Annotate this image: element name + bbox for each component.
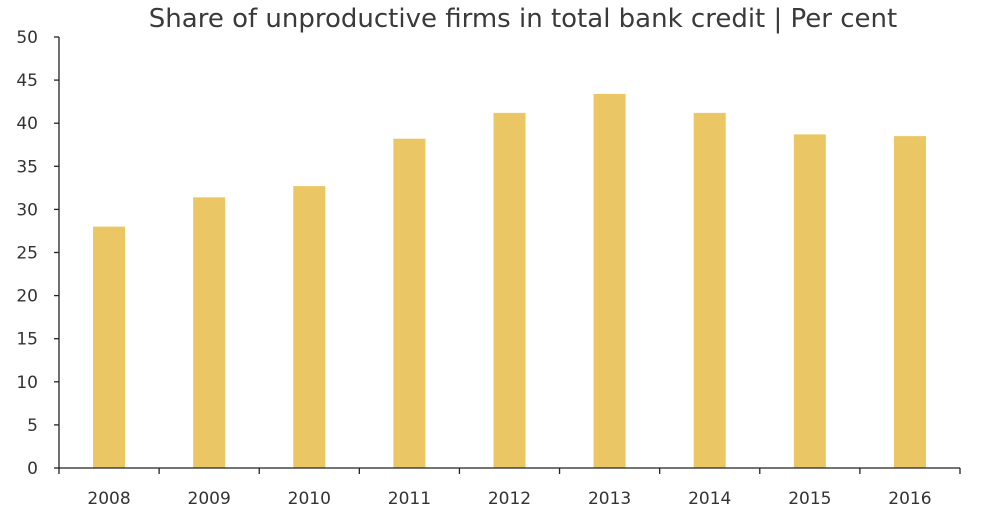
x-tick-label: 2011 [388, 489, 431, 509]
x-axis-ticks: 2008 2009 2010 2011 2012 2013 2014 2015 2016 [58, 468, 961, 509]
x-tick-label: 2008 [87, 489, 130, 509]
y-tick-label: 25 [16, 244, 38, 264]
x-tick-label: 2014 [688, 489, 731, 509]
y-tick-label: 40 [16, 114, 38, 134]
bar-2016 [893, 136, 926, 468]
x-tick-label: 2012 [488, 489, 531, 509]
y-tick-label: 35 [16, 157, 38, 177]
bar-2013 [593, 93, 626, 468]
bar-2010 [293, 186, 326, 468]
y-tick-label: 10 [16, 373, 38, 393]
x-tick-label: 2013 [588, 489, 631, 509]
bar-2011 [393, 138, 426, 468]
y-tick-label: 20 [16, 287, 38, 307]
y-tick-label: 45 [16, 71, 38, 91]
y-tick-label: 0 [27, 459, 38, 479]
bar-2009 [193, 197, 226, 468]
y-tick-label: 15 [16, 330, 38, 350]
chart-title: Share of unproductive firms in total ban… [149, 4, 897, 34]
y-tick-label: 5 [27, 416, 38, 436]
bar-2012 [493, 112, 526, 468]
y-tick-label: 30 [16, 200, 38, 220]
y-tick-label: 50 [16, 28, 38, 48]
x-tick-label: 2009 [188, 489, 231, 509]
bars [93, 93, 926, 468]
bar-2015 [793, 134, 826, 468]
bar-2008 [93, 226, 126, 468]
bar-2014 [693, 112, 726, 468]
x-tick-label: 2010 [288, 489, 331, 509]
x-tick-label: 2015 [788, 489, 831, 509]
x-tick-label: 2016 [888, 489, 931, 509]
y-axis-ticks: 0 5 10 15 20 25 30 35 40 45 50 [16, 28, 59, 479]
